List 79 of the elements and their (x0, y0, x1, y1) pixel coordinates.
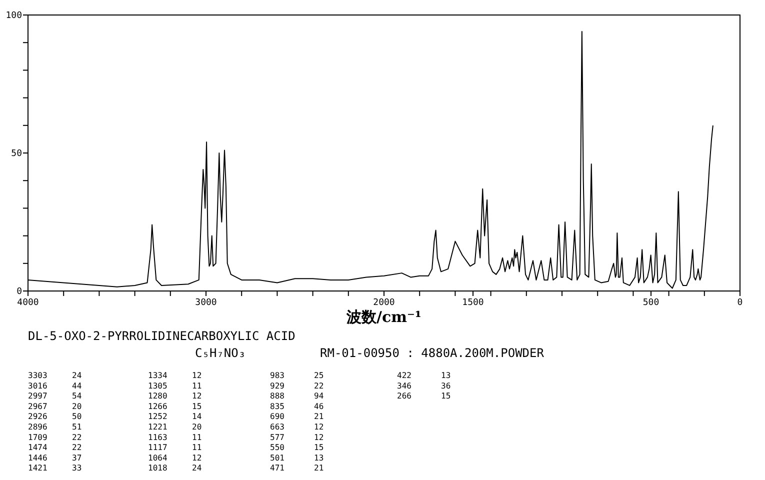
text: 1018 (148, 464, 168, 473)
text: 11 (192, 381, 202, 390)
text: 471 (270, 464, 285, 473)
text: 15 (441, 392, 451, 401)
text: 1474 (28, 443, 48, 452)
text: 11 (192, 432, 202, 442)
text: 888 (270, 392, 285, 401)
y-tick-label: 100 (6, 11, 22, 21)
text: 2896 (28, 422, 48, 432)
text: 12 (314, 422, 324, 432)
text: 1221 (148, 422, 168, 432)
text: 33 (72, 464, 82, 473)
text: 3016 (28, 381, 48, 390)
text: 12 (192, 371, 202, 380)
text: 13 (314, 453, 324, 462)
text: 12 (192, 453, 202, 462)
text: 12 (192, 392, 202, 401)
text: 21 (314, 412, 324, 422)
y-tick-label: 50 (11, 149, 22, 159)
text: 346 (397, 381, 412, 390)
text: DL-5-OXO-2-PYRROLIDINECARBOXYLIC ACID (28, 329, 296, 343)
text: 577 (270, 432, 285, 442)
text: 15 (314, 443, 324, 452)
text: C₅H₇NO₃ (195, 346, 246, 360)
text: 266 (397, 392, 412, 401)
text: 24 (192, 464, 202, 473)
text: 1446 (28, 453, 48, 462)
text: 550 (270, 443, 285, 452)
text: 22 (72, 443, 82, 452)
text: 1305 (148, 381, 168, 390)
y-tick-label: 0 (16, 287, 22, 297)
text: 36 (441, 381, 451, 390)
text: 1266 (148, 402, 168, 411)
text: 2926 (28, 412, 48, 422)
text: 690 (270, 412, 285, 422)
text: 13 (441, 371, 451, 380)
x-tick-label: 1500 (462, 298, 484, 308)
text: 3303 (28, 371, 48, 380)
text: 22 (314, 381, 324, 390)
x-axis-title: 波数/cm⁻¹ (346, 308, 422, 326)
text: 51 (72, 422, 82, 432)
text: 24 (72, 371, 82, 380)
text: 46 (314, 402, 324, 411)
x-tick-label: 3000 (195, 298, 217, 308)
text: 835 (270, 402, 285, 411)
text: 983 (270, 371, 285, 380)
text: 20 (72, 402, 82, 411)
text: 1163 (148, 432, 168, 442)
text: 422 (397, 371, 412, 380)
text: 1117 (148, 443, 168, 452)
text: 2997 (28, 392, 48, 401)
text: 12 (314, 432, 324, 442)
text: 663 (270, 422, 285, 432)
text: 1709 (28, 432, 48, 442)
text: 54 (72, 392, 82, 401)
text: 1064 (148, 453, 168, 462)
text: 22 (72, 432, 82, 442)
text: 20 (192, 422, 202, 432)
text: 37 (72, 453, 82, 462)
text: 1334 (148, 371, 168, 380)
text: 25 (314, 371, 324, 380)
text: 11 (192, 443, 202, 452)
x-tick-label: 500 (642, 298, 660, 308)
text: 50 (72, 412, 82, 422)
text: 929 (270, 381, 285, 390)
text: 21 (314, 464, 324, 473)
text: 15 (192, 402, 202, 411)
text: 1280 (148, 392, 168, 401)
text: RM-01-00950 : 4880A.200M.POWDER (320, 346, 545, 360)
text: 2967 (28, 402, 48, 411)
text: 94 (314, 392, 324, 401)
text: 14 (192, 412, 202, 422)
text: 44 (72, 381, 82, 390)
text: 1421 (28, 464, 48, 473)
x-tick-label: 2000 (373, 298, 395, 308)
text: 501 (270, 453, 285, 462)
text: 1252 (148, 412, 168, 422)
x-tick-label: 4000 (17, 298, 39, 308)
x-tick-label: 0 (737, 298, 743, 308)
